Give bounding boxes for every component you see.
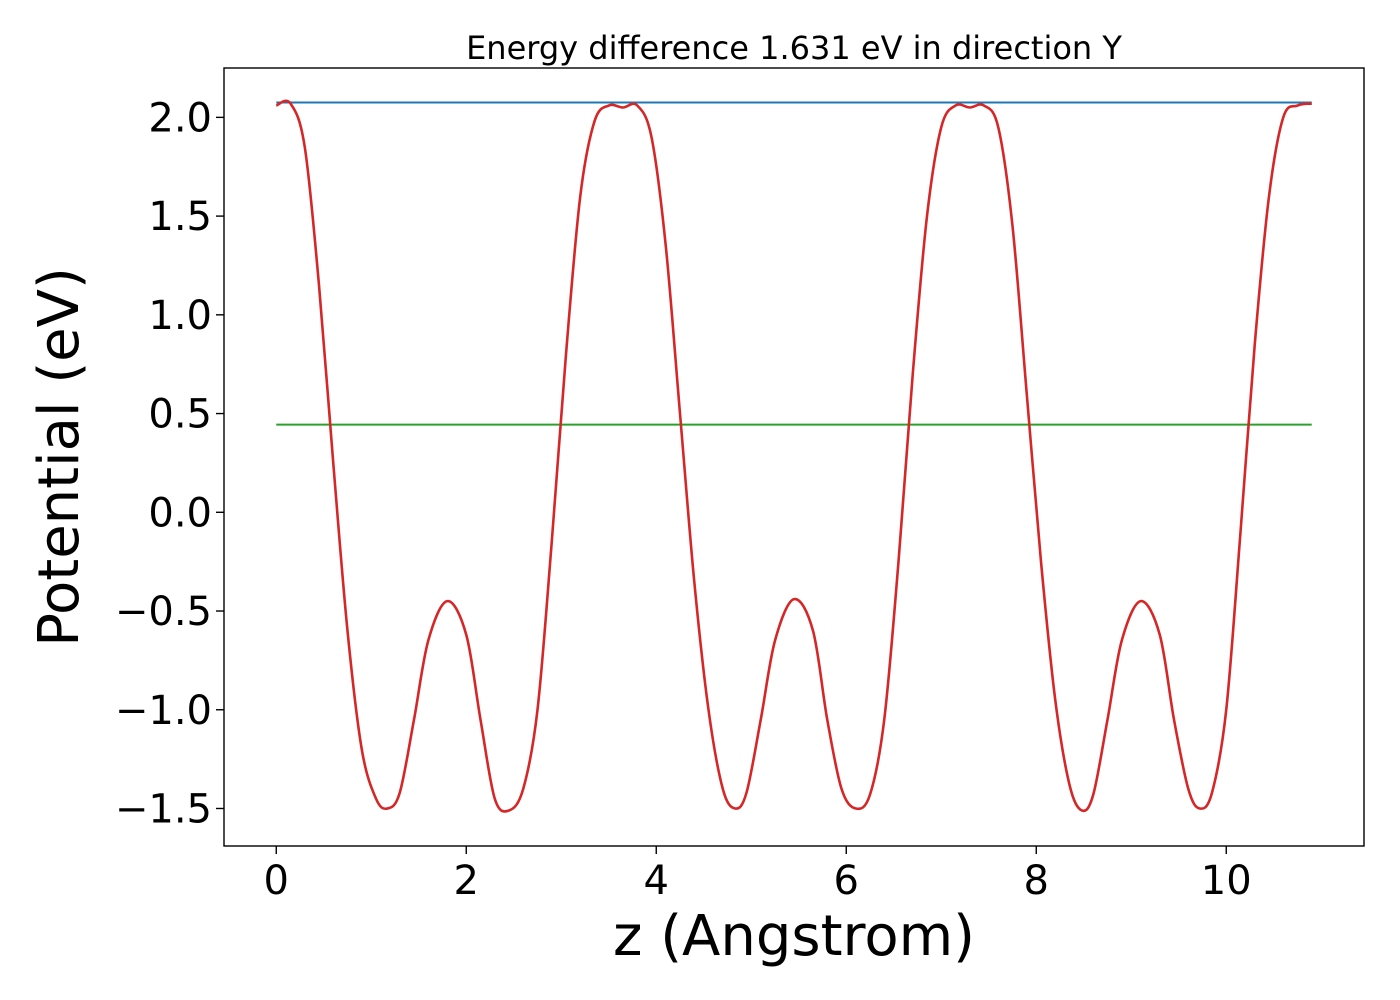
potential-curve [275,99,1312,813]
axis-ticks: 0 2 4 6 8 10 2.0 1.5 1.0 0.5 0.0 −0.5 −1.0 −1.5 [115,95,1252,904]
plot-frame [223,67,1365,847]
y-tick-label: −1.5 [115,786,212,832]
chart-title: Energy difference 1.631 eV in direction … [466,29,1122,67]
plot-series [275,99,1312,813]
y-tick-label: −1.0 [115,688,212,734]
y-tick-label: 0.5 [148,392,212,438]
y-axis-label: Potential (eV) [27,267,92,647]
x-tick-label: 10 [1201,858,1252,904]
y-tick-label: 2.0 [148,95,212,141]
x-tick-label: 4 [644,858,669,904]
y-tick-label: 0.0 [148,490,212,536]
x-axis-label: z (Angstrom) [613,904,975,969]
y-tick-label: 1.5 [148,194,212,240]
y-tick-label: 1.0 [148,293,212,339]
x-tick-label: 0 [264,858,289,904]
x-tick-label: 6 [834,858,859,904]
y-tick-label: −0.5 [115,589,212,635]
x-tick-label: 8 [1024,858,1049,904]
x-tick-label: 2 [454,858,479,904]
